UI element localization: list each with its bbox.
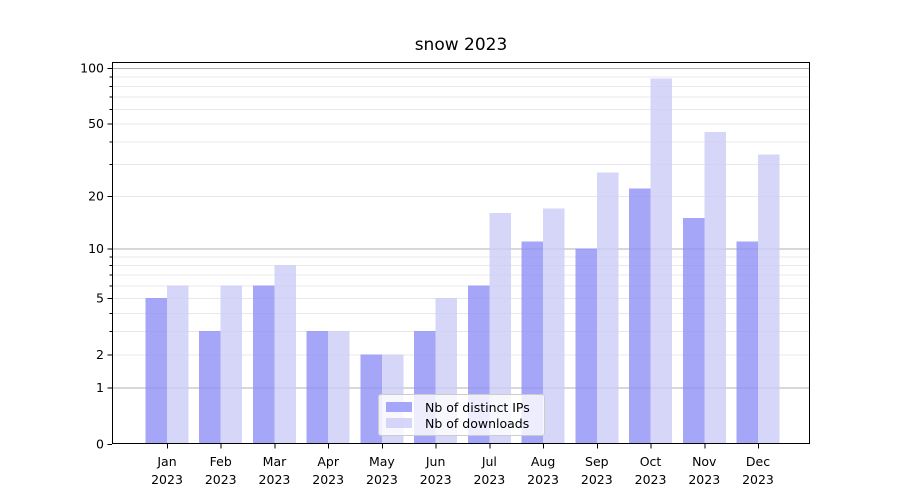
bar-distinct-ips-feb (199, 331, 221, 444)
bar-downloads-jan (167, 285, 189, 444)
x-tick-label-month-apr: Apr (317, 454, 339, 469)
bar-downloads-sep (596, 172, 619, 444)
y-tick-label-1: 1 (96, 380, 104, 395)
x-tick-label-year-jun: 2023 (420, 472, 452, 487)
bar-distinct-ips-sep (575, 248, 597, 444)
x-tick-label-year-jan: 2023 (151, 472, 183, 487)
x-tick-label-month-jul: Jul (481, 454, 497, 469)
x-tick-label-month-jan: Jan (156, 454, 176, 469)
y-tick-label-50: 50 (88, 116, 104, 131)
x-tick-label-year-sep: 2023 (581, 472, 613, 487)
bar-downloads-jul (489, 213, 511, 444)
legend-swatch-distinct-ips (386, 402, 412, 412)
x-tick-label-month-aug: Aug (531, 454, 555, 469)
x-tick-label-year-may: 2023 (366, 472, 398, 487)
bar-downloads-mar (274, 264, 296, 444)
bar-distinct-ips-apr (306, 331, 329, 444)
bar-distinct-ips-jan (145, 298, 167, 444)
x-axis-labels: Jan 2023 Feb 2023 Mar 2023 Apr 2023 May 2023 Jun 20… (151, 454, 774, 487)
bar-distinct-ips-mar (252, 285, 275, 444)
y-axis-ticks (107, 68, 112, 445)
legend: Nb of distinct IPs Nb of downloads (378, 394, 545, 436)
x-tick-label-month-mar: Mar (263, 454, 287, 469)
y-tick-label-20: 20 (88, 188, 104, 203)
x-tick-label-month-may: May (369, 454, 395, 469)
y-tick-label-2: 2 (96, 347, 104, 362)
x-tick-label-year-dec: 2023 (742, 472, 774, 487)
y-tick-label-10: 10 (88, 241, 104, 256)
bar-distinct-ips-aug (521, 241, 544, 444)
x-tick-label-month-sep: Sep (585, 454, 609, 469)
x-tick-label-year-jul: 2023 (473, 472, 505, 487)
x-tick-label-year-oct: 2023 (635, 472, 667, 487)
bar-downloads-nov (704, 132, 726, 444)
x-axis-ticks (167, 444, 759, 449)
legend-swatch-downloads (386, 418, 412, 428)
bar-downloads-aug (543, 208, 565, 444)
bar-distinct-ips-may (360, 354, 382, 444)
plot-frame (112, 62, 810, 444)
legend-label-downloads: Nb of downloads (425, 415, 530, 431)
y-minor-gridlines (112, 76, 810, 356)
y-tick-label-0: 0 (96, 436, 104, 451)
x-tick-label-month-feb: Feb (210, 454, 232, 469)
bar-distinct-ips-oct (629, 188, 651, 444)
bar-downloads-apr (328, 331, 350, 444)
x-tick-label-year-aug: 2023 (527, 472, 559, 487)
x-tick-label-month-dec: Dec (746, 454, 770, 469)
x-tick-label-year-nov: 2023 (688, 472, 720, 487)
y-tick-label-100: 100 (80, 60, 104, 75)
legend-item-downloads: Nb of downloads (386, 415, 536, 431)
bar-downloads-feb (220, 285, 243, 444)
x-tick-label-month-jun: Jun (425, 454, 446, 469)
x-tick-label-year-feb: 2023 (205, 472, 237, 487)
x-tick-label-year-mar: 2023 (259, 472, 291, 487)
x-tick-label-month-oct: Oct (640, 454, 662, 469)
legend-item-distinct-ips: Nb of distinct IPs (386, 399, 536, 415)
bar-distinct-ips-dec (736, 241, 758, 444)
bar-downloads-oct (650, 78, 673, 444)
y-axis-labels: 0 1 2 5 10 20 50 100 (80, 60, 104, 451)
x-tick-label-year-apr: 2023 (312, 472, 344, 487)
bar-distinct-ips-nov (682, 218, 705, 444)
legend-label-distinct-ips: Nb of distinct IPs (425, 399, 530, 415)
y-tick-label-5: 5 (96, 290, 104, 305)
bar-downloads-dec (757, 154, 780, 444)
chart-title: snow 2023 (414, 35, 508, 55)
x-tick-label-month-nov: Nov (692, 454, 717, 469)
